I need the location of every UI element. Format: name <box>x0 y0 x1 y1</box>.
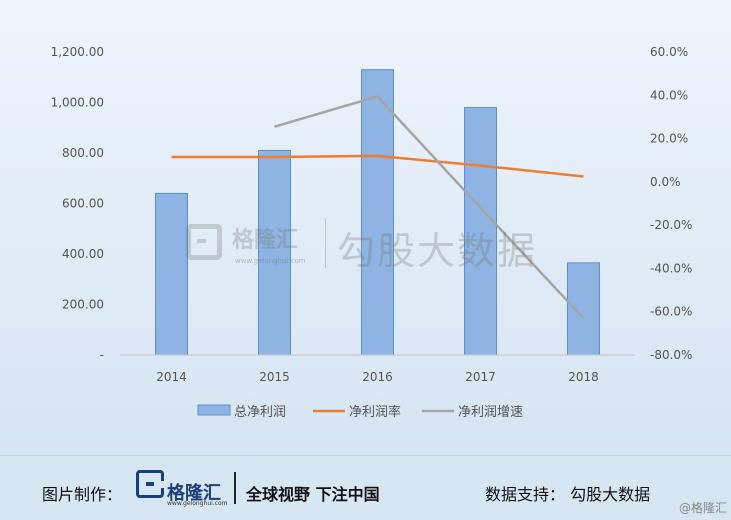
y-left-tick-label: 800.00 <box>62 146 104 160</box>
y-left-tick-label: 1,000.00 <box>51 96 104 110</box>
gelonghui-logo-icon <box>136 470 164 498</box>
y-right-tick-label: -80.0% <box>650 348 692 362</box>
series-line-0 <box>171 154 584 178</box>
legend-swatch-bar <box>197 404 231 416</box>
x-tick-label: 2015 <box>259 370 290 384</box>
legend-label: 净利润增速 <box>458 405 523 420</box>
chart-area: - 200.00 400.00 600.00 800.00 1,000.00 1,200.0… <box>51 45 693 420</box>
x-tick-label: 2018 <box>568 370 599 384</box>
corner-mark: @格隆汇 <box>678 501 727 515</box>
combo-chart: - 200.00 400.00 600.00 800.00 1,000.00 1,200.0… <box>51 45 693 420</box>
x-tick-label: 2016 <box>362 370 393 384</box>
footer-divider <box>234 472 236 504</box>
y-right-tick-label: 0.0% <box>650 175 681 189</box>
y-right-tick-label: 20.0% <box>650 132 688 146</box>
watermark-logo-icon <box>186 224 222 260</box>
y-left-tick-label: 1,200.00 <box>51 45 104 59</box>
data-support-label: 数据支持： 勾股大数据 <box>485 485 651 504</box>
y-left-tick-label: - <box>100 348 104 362</box>
made-by-label: 图片制作： <box>42 485 123 504</box>
y-left-tick-label: 600.00 <box>62 197 104 211</box>
footer-bar <box>0 455 731 520</box>
y-right-tick-label: 40.0% <box>650 88 688 102</box>
y-left-tick-label: 200.00 <box>62 298 104 312</box>
y-left-tick-label: 400.00 <box>62 247 104 261</box>
y-right-tick-label: -40.0% <box>650 261 692 275</box>
bar-2015 <box>258 149 291 356</box>
y-right-tick-label: -20.0% <box>650 218 692 232</box>
y-right-tick-label: 60.0% <box>650 45 688 59</box>
watermark-separator <box>325 218 326 268</box>
watermark-brand: 格隆汇 <box>232 228 299 253</box>
footer-logo-url: www.gelonghui.com <box>167 500 228 507</box>
watermark-url: www.gelonghui.com <box>235 257 306 265</box>
bar-2014 <box>155 192 188 356</box>
legend-label: 净利润率 <box>349 404 401 420</box>
y-right-tick-label: -60.0% <box>650 305 692 319</box>
bar-2018 <box>567 262 600 356</box>
legend-label: 总净利润 <box>234 405 286 420</box>
x-tick-label: 2017 <box>465 370 496 384</box>
bar-2016 <box>361 69 394 356</box>
footer-logo-text: 格隆汇 <box>167 483 221 504</box>
footer-slogan: 全球视野 下注中国 <box>246 485 380 504</box>
series-line-1 <box>274 94 585 320</box>
x-tick-label: 2014 <box>156 370 187 384</box>
watermark-main: 勾股大数据 <box>337 229 538 273</box>
